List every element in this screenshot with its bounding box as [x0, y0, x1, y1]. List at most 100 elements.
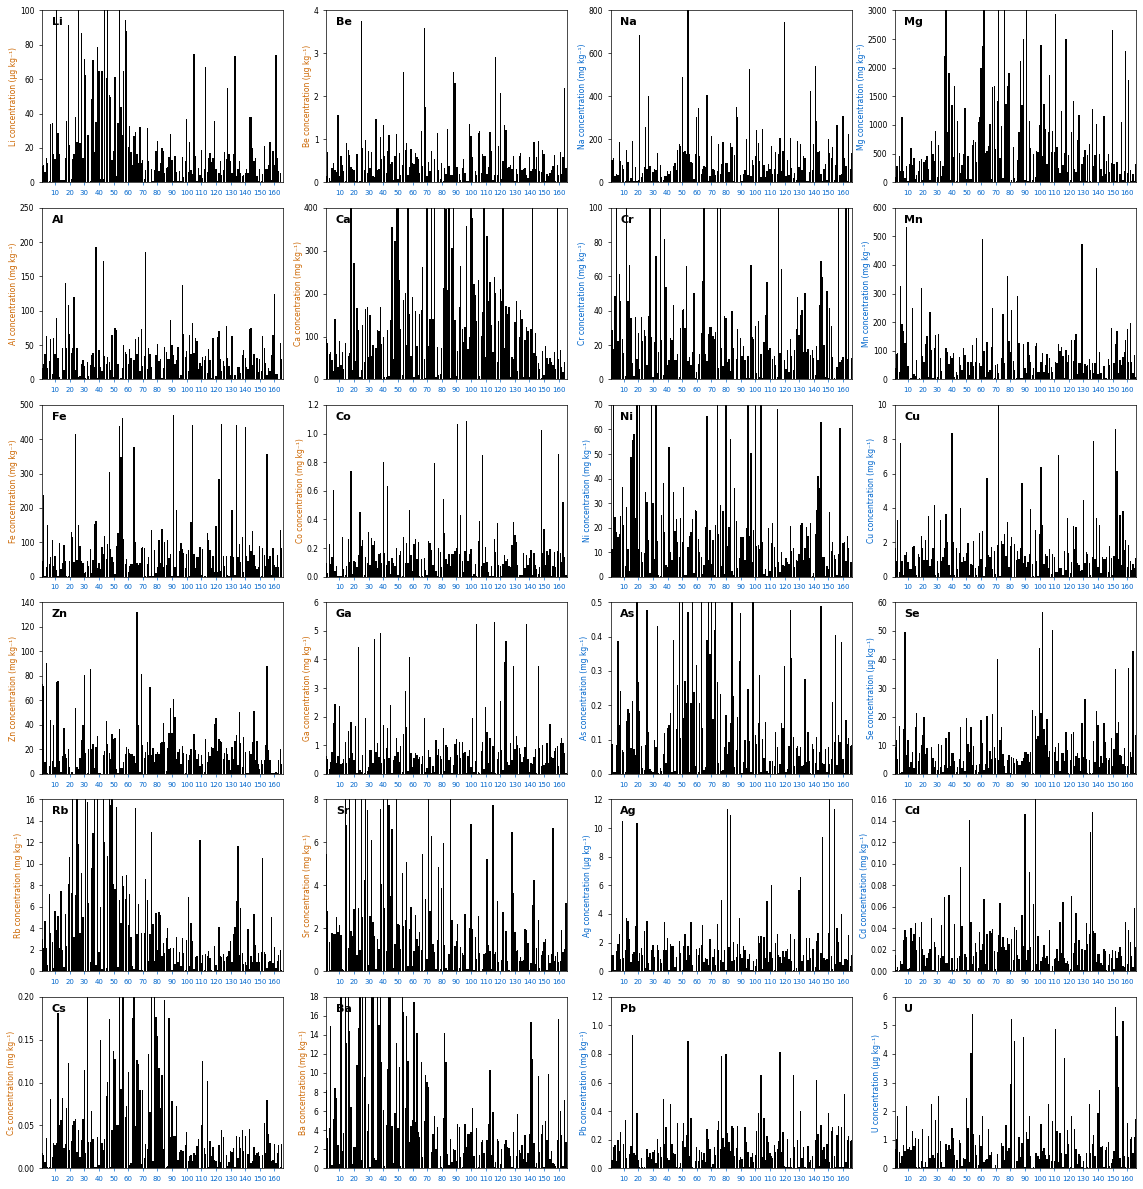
Bar: [167, 927, 168, 971]
Bar: [632, 141, 633, 182]
Bar: [205, 67, 207, 182]
Bar: [839, 428, 841, 577]
Bar: [421, 559, 422, 577]
Bar: [1029, 873, 1030, 971]
Bar: [83, 366, 85, 379]
Bar: [181, 375, 182, 379]
Bar: [944, 898, 945, 971]
Bar: [687, 361, 689, 379]
Bar: [567, 1138, 568, 1169]
Bar: [935, 948, 936, 971]
Bar: [55, 354, 56, 379]
Bar: [1007, 760, 1008, 774]
Bar: [427, 346, 430, 379]
Bar: [201, 150, 202, 182]
Bar: [71, 772, 72, 774]
Bar: [401, 773, 403, 774]
Bar: [961, 768, 962, 774]
Bar: [908, 740, 909, 774]
Bar: [1072, 101, 1074, 182]
Bar: [1135, 558, 1136, 577]
Bar: [823, 765, 824, 774]
Bar: [562, 502, 563, 577]
Bar: [1039, 648, 1040, 774]
Bar: [661, 177, 663, 182]
Bar: [776, 174, 778, 182]
Bar: [535, 964, 536, 971]
Bar: [815, 375, 816, 379]
Bar: [634, 925, 636, 971]
Bar: [146, 1149, 147, 1169]
Bar: [351, 208, 352, 379]
Bar: [806, 527, 807, 577]
Bar: [743, 175, 744, 182]
Bar: [794, 567, 796, 577]
Bar: [46, 662, 47, 774]
Bar: [337, 366, 338, 379]
Bar: [435, 969, 437, 971]
Bar: [847, 181, 848, 182]
Bar: [1061, 111, 1062, 182]
Bar: [247, 561, 249, 577]
Bar: [1101, 573, 1102, 577]
Bar: [71, 893, 72, 971]
Bar: [197, 759, 198, 774]
Bar: [922, 735, 924, 774]
Bar: [816, 737, 817, 774]
Bar: [457, 755, 458, 774]
Bar: [134, 360, 135, 379]
Bar: [88, 1141, 89, 1169]
Bar: [669, 447, 670, 577]
Bar: [721, 900, 722, 971]
Bar: [531, 208, 533, 379]
Bar: [686, 575, 687, 577]
Bar: [684, 152, 685, 182]
Bar: [208, 540, 209, 577]
Bar: [978, 1135, 981, 1169]
Bar: [770, 146, 772, 182]
Bar: [614, 296, 616, 379]
Bar: [233, 155, 234, 182]
Bar: [184, 568, 186, 577]
Bar: [628, 709, 629, 774]
Bar: [685, 681, 686, 774]
Bar: [988, 768, 989, 774]
Bar: [957, 767, 958, 774]
Bar: [410, 906, 411, 971]
Bar: [67, 749, 69, 774]
Bar: [954, 1156, 956, 1169]
Bar: [801, 310, 802, 379]
Bar: [722, 769, 724, 774]
Bar: [421, 131, 422, 182]
Bar: [525, 1135, 526, 1169]
Bar: [784, 957, 785, 971]
Bar: [959, 357, 960, 379]
Bar: [41, 561, 42, 577]
Bar: [1088, 1105, 1090, 1169]
Bar: [327, 344, 328, 379]
Bar: [982, 239, 983, 379]
Bar: [754, 405, 756, 577]
Bar: [213, 556, 214, 577]
Bar: [417, 376, 419, 379]
Bar: [998, 760, 999, 774]
Bar: [910, 1150, 912, 1169]
Bar: [1032, 564, 1033, 577]
Bar: [489, 132, 490, 182]
Bar: [362, 755, 363, 774]
Bar: [46, 1138, 47, 1169]
Bar: [539, 370, 541, 379]
Bar: [166, 772, 167, 774]
Bar: [1066, 961, 1068, 971]
Bar: [152, 748, 153, 774]
Bar: [924, 717, 925, 774]
Bar: [785, 176, 786, 182]
Bar: [925, 344, 926, 379]
Bar: [818, 751, 821, 774]
Bar: [151, 996, 152, 1169]
Bar: [235, 901, 237, 971]
Bar: [957, 568, 958, 577]
Bar: [168, 359, 170, 379]
Bar: [1002, 545, 1004, 577]
Bar: [225, 555, 226, 577]
